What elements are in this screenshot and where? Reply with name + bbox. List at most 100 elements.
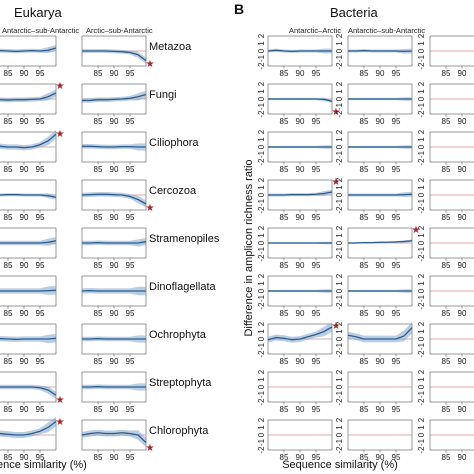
- taxon-label-metazoa: Metazoa: [149, 41, 192, 53]
- y-tick-label: -1: [417, 102, 426, 110]
- y-tick-label: -1: [257, 342, 266, 350]
- x-tick-label: 85: [4, 213, 13, 222]
- y-tick-label: 0: [257, 288, 266, 293]
- y-tick-label: 1: [417, 329, 426, 334]
- y-tick-label: 2: [257, 33, 266, 38]
- x-tick-label: 90: [20, 261, 29, 270]
- y-tick-label: -2: [417, 350, 426, 358]
- y-tick-label: -1: [417, 150, 426, 158]
- x-tick-label: 90: [20, 453, 29, 462]
- y-tick-label: 0: [417, 432, 426, 437]
- y-tick-label: 1: [257, 281, 266, 286]
- series-line: [82, 240, 147, 244]
- series-line: [348, 193, 413, 196]
- y-tick-label: 2: [257, 81, 266, 86]
- x-tick-label: 85: [4, 261, 13, 270]
- y-tick-label: -1: [417, 390, 426, 398]
- panel-a-subplot-r2-c2: 85 90 95: [81, 83, 147, 126]
- y-tick-label: -1: [335, 438, 344, 446]
- y-tick-label: 2: [335, 33, 344, 38]
- y-tick-label: 2: [335, 321, 344, 326]
- x-tick-label: 95: [126, 261, 135, 270]
- x-tick-label: 90: [376, 357, 385, 366]
- x-tick-label: 95: [126, 213, 135, 222]
- y-tick-label: 0: [335, 336, 344, 341]
- taxon-label-cercozoa: Cercozoa: [149, 185, 197, 197]
- y-tick-label: 0: [335, 144, 344, 149]
- y-tick-label: -1: [257, 390, 266, 398]
- x-tick-label: 95: [392, 453, 401, 462]
- panel-b-subplot-r3-c1: 85 90 95 -2-10 1 2: [257, 129, 333, 174]
- x-tick-label: 90: [458, 261, 467, 270]
- x-tick-label: 85: [360, 69, 369, 78]
- panel-a-subplot-r3-c2: 85 90 95: [81, 131, 147, 174]
- x-tick-label: 95: [36, 69, 45, 78]
- y-tick-label: -2: [335, 110, 344, 118]
- panel-a-subplot-r9-c1: 85 90 95 ★: [0, 416, 65, 462]
- x-tick-label: 85: [4, 309, 13, 318]
- panel-a-subplot-r3-c1: 85 90 95 ★: [0, 129, 65, 174]
- y-tick-label: -2: [335, 158, 344, 166]
- y-tick-label: -2: [417, 158, 426, 166]
- y-tick-label: 2: [257, 369, 266, 374]
- panel-b-x-axis-label: Sequence similarity (%): [282, 459, 398, 471]
- x-tick-label: 90: [20, 213, 29, 222]
- y-tick-label: -2: [257, 206, 266, 214]
- y-tick-label: 2: [417, 225, 426, 230]
- panel-b-subplot-r9-c1: 85 90 95 -2-10 1 2: [257, 417, 333, 462]
- y-tick-label: 2: [335, 129, 344, 134]
- y-tick-label: 1: [335, 137, 344, 142]
- y-tick-label: 1: [257, 425, 266, 430]
- y-tick-label: 1: [257, 233, 266, 238]
- panel-b-subplot-r8-c2: 85 90 95 -2-10 1 2: [335, 369, 413, 414]
- x-tick-label: 85: [4, 405, 13, 414]
- panel-b-column-header-2: Antarctic–sub-Antarctic: [348, 26, 425, 35]
- x-tick-label: 85: [360, 213, 369, 222]
- y-tick-label: -1: [417, 198, 426, 206]
- x-tick-label: 90: [296, 69, 305, 78]
- y-tick-label: 0: [335, 240, 344, 245]
- x-tick-label: 90: [20, 117, 29, 126]
- y-tick-label: 1: [335, 377, 344, 382]
- panel-a-subplot-r8-c1: 85 90 95 ★: [0, 371, 65, 414]
- y-tick-label: -2: [257, 446, 266, 454]
- x-tick-label: 95: [126, 165, 135, 174]
- y-tick-label: 2: [417, 129, 426, 134]
- y-tick-label: 0: [417, 288, 426, 293]
- y-tick-label: 2: [335, 417, 344, 422]
- x-tick-label: 90: [376, 165, 385, 174]
- x-tick-label: 90: [376, 453, 385, 462]
- y-tick-label: -1: [335, 198, 344, 206]
- panel-a-subplot-r2-c1: 85 90 95 ★: [0, 81, 65, 126]
- x-tick-label: 85: [94, 117, 103, 126]
- x-tick-label: 85: [280, 453, 289, 462]
- y-tick-label: 0: [335, 192, 344, 197]
- x-tick-label: 95: [126, 453, 135, 462]
- panel-b-subplot-r3-c2: 85 90 95 -2-10 1 2: [335, 129, 413, 174]
- x-tick-label: 85: [442, 69, 451, 78]
- x-tick-label: 85: [280, 309, 289, 318]
- panel-b-subplot-r1-c2: 85 90 95 -2-10 1 2: [335, 33, 413, 78]
- x-tick-label: 85: [280, 261, 289, 270]
- y-tick-label: -2: [257, 62, 266, 70]
- y-tick-label: 2: [417, 33, 426, 38]
- x-tick-label: 90: [296, 357, 305, 366]
- y-tick-label: 0: [257, 336, 266, 341]
- y-tick-label: -1: [335, 342, 344, 350]
- x-tick-label: 95: [392, 261, 401, 270]
- y-tick-label: 0: [335, 288, 344, 293]
- y-tick-label: 1: [257, 137, 266, 142]
- y-tick-label: -2: [257, 302, 266, 310]
- x-tick-label: 85: [4, 357, 13, 366]
- y-tick-label: 1: [417, 377, 426, 382]
- x-tick-label: 95: [126, 117, 135, 126]
- x-tick-label: 90: [296, 261, 305, 270]
- y-tick-label: 1: [335, 89, 344, 94]
- x-tick-label: 95: [312, 405, 321, 414]
- y-tick-label: -2: [417, 446, 426, 454]
- series-line: [82, 50, 147, 62]
